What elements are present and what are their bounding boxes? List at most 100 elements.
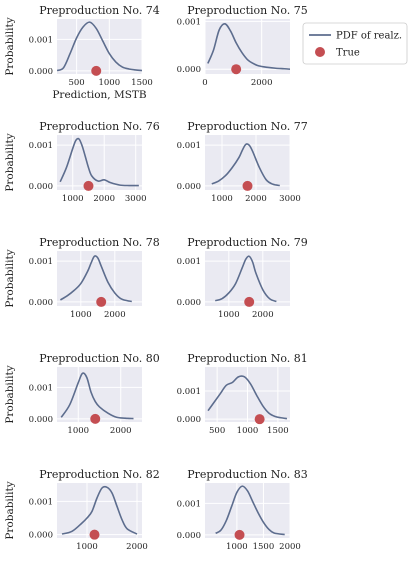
y-tick-label: 0.001 — [177, 17, 201, 27]
panel-title: Preproduction No. 79 — [187, 236, 308, 249]
x-tick-label: 2000 — [110, 426, 132, 436]
legend: PDF of realz. True — [302, 22, 408, 65]
panel-1: Preproduction No. 75 0 2000 0.000 0.001 — [177, 4, 308, 88]
y-tick-label: 0.000 — [177, 531, 201, 541]
y-tick-label: 0.001 — [29, 257, 53, 267]
x-tick-label: 2000 — [104, 310, 126, 320]
y-tick-label: 0.001 — [177, 257, 201, 267]
panel-title: Preproduction No. 77 — [187, 120, 308, 133]
true-value-marker — [254, 414, 265, 425]
x-tick-label: 1000 — [226, 542, 248, 552]
x-tick-label: 2000 — [252, 310, 274, 320]
plot-background — [205, 19, 290, 74]
true-value-marker — [90, 413, 101, 424]
y-axis-label: Probability — [4, 481, 16, 539]
x-tick-label: 1500 — [131, 78, 153, 88]
panel-title: Preproduction No. 82 — [39, 468, 160, 481]
y-tick-label: 0.001 — [29, 141, 53, 151]
panel-title: Preproduction No. 80 — [39, 352, 160, 365]
x-axis-label: Prediction, MSTB — [52, 89, 147, 101]
pdf-curve — [61, 485, 138, 535]
y-tick-label: 0.001 — [177, 141, 201, 151]
panel-8: Preproduction No. 82 1000 2000 0.000 0.001 Pr… — [4, 468, 160, 552]
y-axis-label: Probability — [4, 133, 16, 191]
y-tick-label: 0.000 — [29, 531, 53, 541]
pdf-curve — [207, 22, 290, 71]
legend-entry-pdf: PDF of realz. — [336, 31, 402, 42]
panel-9: Preproduction No. 83 1000 1500 2000 0.000 0.0… — [177, 468, 308, 552]
x-tick-label: 1000 — [237, 426, 259, 436]
x-tick-label: 3000 — [125, 194, 147, 204]
y-tick-label: 0.001 — [177, 387, 201, 397]
y-tick-label: 0.001 — [29, 383, 53, 393]
x-tick-label: 1500 — [253, 542, 275, 552]
pdf-curve — [57, 21, 142, 72]
x-tick-label: 2000 — [279, 542, 301, 552]
pdf-curve — [211, 143, 280, 187]
legend-entry-true: True — [336, 48, 360, 59]
x-tick-label: 2000 — [93, 194, 115, 204]
true-value-marker — [91, 65, 102, 76]
panel-title: Preproduction No. 83 — [187, 468, 308, 481]
y-tick-label: 0.001 — [29, 35, 53, 45]
pdf-curve — [60, 372, 134, 420]
y-tick-label: 0.000 — [29, 67, 53, 77]
x-tick-label: 2000 — [126, 542, 148, 552]
y-axis-label: Probability — [4, 365, 16, 423]
x-tick-label: 1000 — [98, 78, 120, 88]
true-value-marker — [231, 64, 242, 75]
y-tick-label: 0.000 — [177, 415, 201, 425]
pdf-curve — [215, 485, 285, 536]
pdf-curve — [207, 375, 288, 420]
x-tick-label: 2000 — [251, 78, 273, 88]
x-tick-label: 1000 — [62, 194, 84, 204]
pdf-curve — [59, 137, 139, 187]
y-axis-label: Probability — [4, 17, 16, 75]
y-axis-label: Probability — [4, 249, 16, 307]
true-value-marker — [244, 296, 255, 307]
true-value-marker — [242, 180, 253, 191]
legend-box — [302, 22, 408, 65]
y-tick-label: 0.000 — [177, 298, 201, 308]
x-tick-label: 1000 — [67, 426, 89, 436]
panel-5: Preproduction No. 79 1000 2000 0.000 0.001 — [177, 236, 308, 320]
panel-3: Preproduction No. 77 1000 2000 3000 0.000 0.0… — [177, 120, 308, 204]
y-tick-label: 0.001 — [29, 497, 53, 507]
x-tick-label: 3000 — [279, 194, 301, 204]
legend-dot-swatch — [315, 47, 325, 57]
y-tick-label: 0.000 — [29, 182, 53, 192]
panel-title: Preproduction No. 76 — [39, 120, 160, 133]
panel-title: Preproduction No. 74 — [39, 4, 160, 17]
x-tick-label: 1000 — [70, 310, 92, 320]
x-tick-label: 0 — [202, 78, 207, 88]
panel-title: Preproduction No. 78 — [39, 236, 160, 249]
x-tick-label: 1000 — [76, 542, 98, 552]
x-tick-label: 1500 — [267, 426, 289, 436]
true-value-marker — [96, 296, 107, 307]
y-tick-label: 0.000 — [177, 182, 201, 192]
panel-4: Preproduction No. 78 1000 2000 0.000 0.001 Pr… — [4, 236, 160, 320]
plot-background — [205, 251, 290, 306]
true-value-marker — [83, 180, 94, 191]
x-tick-label: 1000 — [211, 194, 233, 204]
x-tick-label: 500 — [68, 78, 84, 88]
y-tick-label: 0.000 — [29, 415, 53, 425]
plot-background — [57, 19, 142, 74]
pdf-curve — [214, 255, 277, 303]
panel-6: Preproduction No. 80 1000 2000 0.000 0.001 Pr… — [4, 352, 160, 436]
panel-2: Preproduction No. 76 1000 2000 3000 0.000 0.0… — [4, 120, 160, 204]
true-value-marker — [89, 529, 100, 540]
y-tick-label: 0.000 — [177, 65, 201, 75]
x-tick-label: 1000 — [218, 310, 240, 320]
x-tick-label: 500 — [209, 426, 225, 436]
plot-background — [57, 367, 142, 422]
panel-title: Preproduction No. 75 — [187, 4, 308, 17]
panel-0: Preproduction No. 74 500 1000 1500 0.000 0.00… — [4, 4, 160, 101]
true-value-marker — [234, 529, 245, 540]
x-tick-label: 2000 — [245, 194, 267, 204]
pdf-curve — [59, 255, 132, 303]
y-tick-label: 0.001 — [177, 499, 201, 509]
panel-title: Preproduction No. 81 — [187, 352, 308, 365]
panel-7: Preproduction No. 81 500 1000 1500 0.000 0.00… — [177, 352, 308, 436]
